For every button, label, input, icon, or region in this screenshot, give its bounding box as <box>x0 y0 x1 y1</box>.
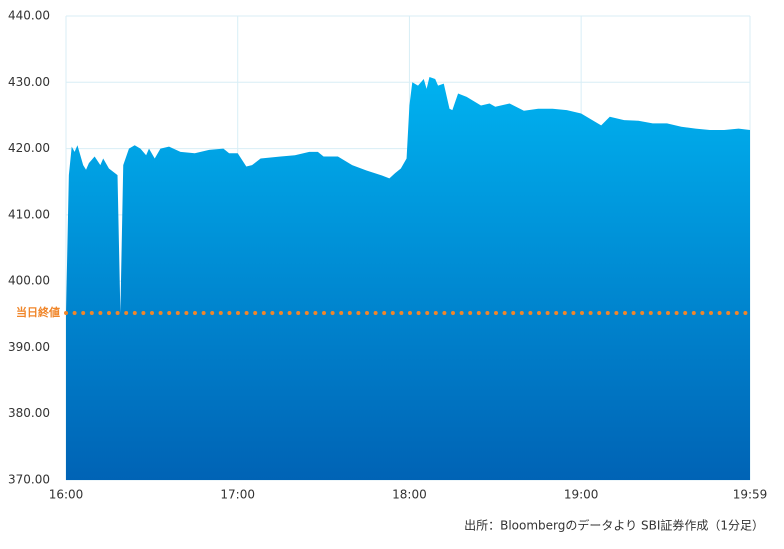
source-note: 出所：Bloombergのデータより SBI証券作成（1分足） <box>464 518 764 533</box>
price-area <box>66 76 750 481</box>
y-tick-label: 440.00 <box>8 9 50 23</box>
y-tick-label: 380.00 <box>8 406 50 420</box>
y-tick-label: 370.00 <box>8 473 50 487</box>
x-tick-label: 19:00 <box>564 488 599 502</box>
x-tick-label: 16:00 <box>49 488 84 502</box>
y-tick-label: 430.00 <box>8 75 50 89</box>
y-tick-label: 390.00 <box>8 340 50 354</box>
x-tick-label: 17:00 <box>220 488 255 502</box>
y-tick-label: 410.00 <box>8 207 50 221</box>
y-tick-label: 420.00 <box>8 141 50 155</box>
y-tick-label: 400.00 <box>8 274 50 288</box>
reference-label: 当日終値 <box>16 305 60 319</box>
x-tick-label: 18:00 <box>392 488 427 502</box>
x-tick-label: 19:59 <box>733 488 768 502</box>
